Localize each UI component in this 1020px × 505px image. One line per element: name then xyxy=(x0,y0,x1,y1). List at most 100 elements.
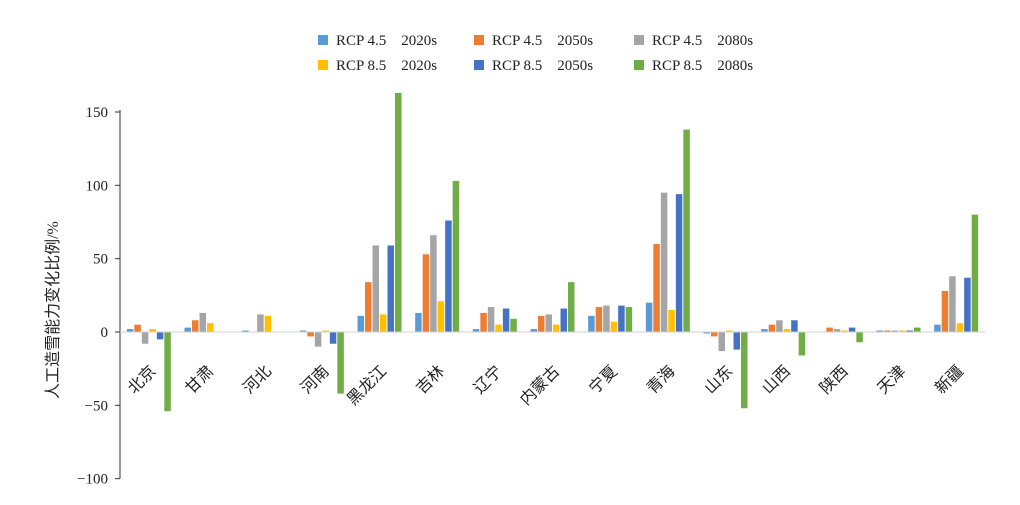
bar xyxy=(884,330,891,332)
bar xyxy=(299,330,307,332)
bar xyxy=(595,307,603,332)
category-label: 陕西 xyxy=(816,362,851,397)
legend-label: RCP 8.5 2020s xyxy=(336,58,437,74)
bar xyxy=(761,329,768,332)
legend-swatch xyxy=(474,60,484,70)
bar xyxy=(156,332,164,340)
category-label: 新疆 xyxy=(932,362,967,397)
bar xyxy=(891,330,898,332)
bar xyxy=(207,323,214,332)
category-label: 甘肃 xyxy=(182,362,217,397)
bar xyxy=(553,324,560,332)
bar xyxy=(452,180,460,332)
bar xyxy=(645,302,653,332)
category-label: 山东 xyxy=(701,362,736,397)
category-label: 黑龙江 xyxy=(344,362,391,409)
bar xyxy=(437,301,445,332)
bar xyxy=(307,332,314,337)
bar xyxy=(415,312,422,332)
category-label: 天津 xyxy=(874,362,909,397)
bar xyxy=(568,282,575,332)
bar xyxy=(314,332,322,347)
bar xyxy=(192,320,199,332)
bar xyxy=(653,244,660,332)
bar xyxy=(964,277,971,332)
legend: RCP 4.5 2020s RCP 4.5 2050s RCP 4.5 2080s R… xyxy=(318,33,753,74)
legend-swatch xyxy=(318,60,328,70)
bar xyxy=(480,312,487,332)
bar xyxy=(741,332,748,409)
bar xyxy=(791,320,798,332)
bar xyxy=(675,194,683,332)
bar xyxy=(768,324,776,332)
bar xyxy=(422,254,430,332)
category-label: 河南 xyxy=(297,362,332,397)
bar xyxy=(711,332,718,337)
bar xyxy=(560,308,567,332)
legend-swatch xyxy=(634,60,644,70)
bar xyxy=(826,327,833,332)
category-label: 山西 xyxy=(759,362,794,397)
bar xyxy=(149,329,156,332)
bar xyxy=(588,315,595,332)
bar xyxy=(445,220,452,332)
bar xyxy=(487,307,495,332)
category-labels: 北京 甘肃 河北 河南 黑龙江 吉林 辽宁 内蒙古 宁夏 青海 山东 山西 陕西 天津 新疆 xyxy=(124,362,967,409)
bar xyxy=(941,290,949,332)
bar xyxy=(530,329,537,332)
bar xyxy=(934,324,941,332)
legend-label: RCP 8.5 2080s xyxy=(652,58,753,74)
bar xyxy=(833,329,841,332)
bar xyxy=(683,129,690,332)
legend-swatch xyxy=(318,35,328,45)
category-label: 北京 xyxy=(124,362,159,397)
y-axis: 150 100 50 0 −50 −100 xyxy=(77,105,121,488)
bar xyxy=(257,314,264,332)
bar xyxy=(618,305,625,332)
y-tick-label: −100 xyxy=(77,472,108,488)
bar xyxy=(545,314,552,332)
bar xyxy=(134,324,141,332)
bar xyxy=(610,321,618,332)
bar xyxy=(126,329,134,332)
bar xyxy=(372,245,379,332)
y-axis-label: 人工造雪能力变化比例/% xyxy=(44,221,62,399)
bar xyxy=(472,329,480,332)
bar xyxy=(949,276,956,332)
y-tick-label: 100 xyxy=(86,178,109,194)
bar xyxy=(783,329,791,332)
y-tick-label: −50 xyxy=(85,398,108,414)
bar xyxy=(906,330,913,332)
bar xyxy=(264,315,272,332)
bar xyxy=(971,214,979,332)
bar xyxy=(510,318,517,332)
y-tick-label: 150 xyxy=(86,105,109,121)
category-label: 河北 xyxy=(240,362,275,397)
y-tick-label: 0 xyxy=(101,325,109,341)
category-label: 内蒙古 xyxy=(517,362,564,409)
bar xyxy=(337,332,344,394)
category-label: 辽宁 xyxy=(470,362,505,397)
bar xyxy=(876,330,883,332)
bar xyxy=(899,330,906,332)
bar xyxy=(603,305,610,332)
legend-swatch xyxy=(634,35,644,45)
bar xyxy=(329,332,337,344)
bar xyxy=(914,327,921,332)
bar xyxy=(856,332,863,343)
bar xyxy=(380,314,387,332)
bar xyxy=(357,315,364,332)
y-tick-label: 50 xyxy=(93,252,108,268)
bar xyxy=(242,330,249,332)
bar xyxy=(625,307,633,332)
bar xyxy=(387,245,394,332)
legend-label: RCP 8.5 2050s xyxy=(492,58,593,74)
bar xyxy=(776,320,783,332)
bar xyxy=(365,282,372,332)
bar xyxy=(141,332,149,344)
bar xyxy=(733,332,740,350)
bar xyxy=(322,330,329,332)
legend-label: RCP 4.5 2020s xyxy=(336,33,437,49)
bar xyxy=(703,332,710,334)
